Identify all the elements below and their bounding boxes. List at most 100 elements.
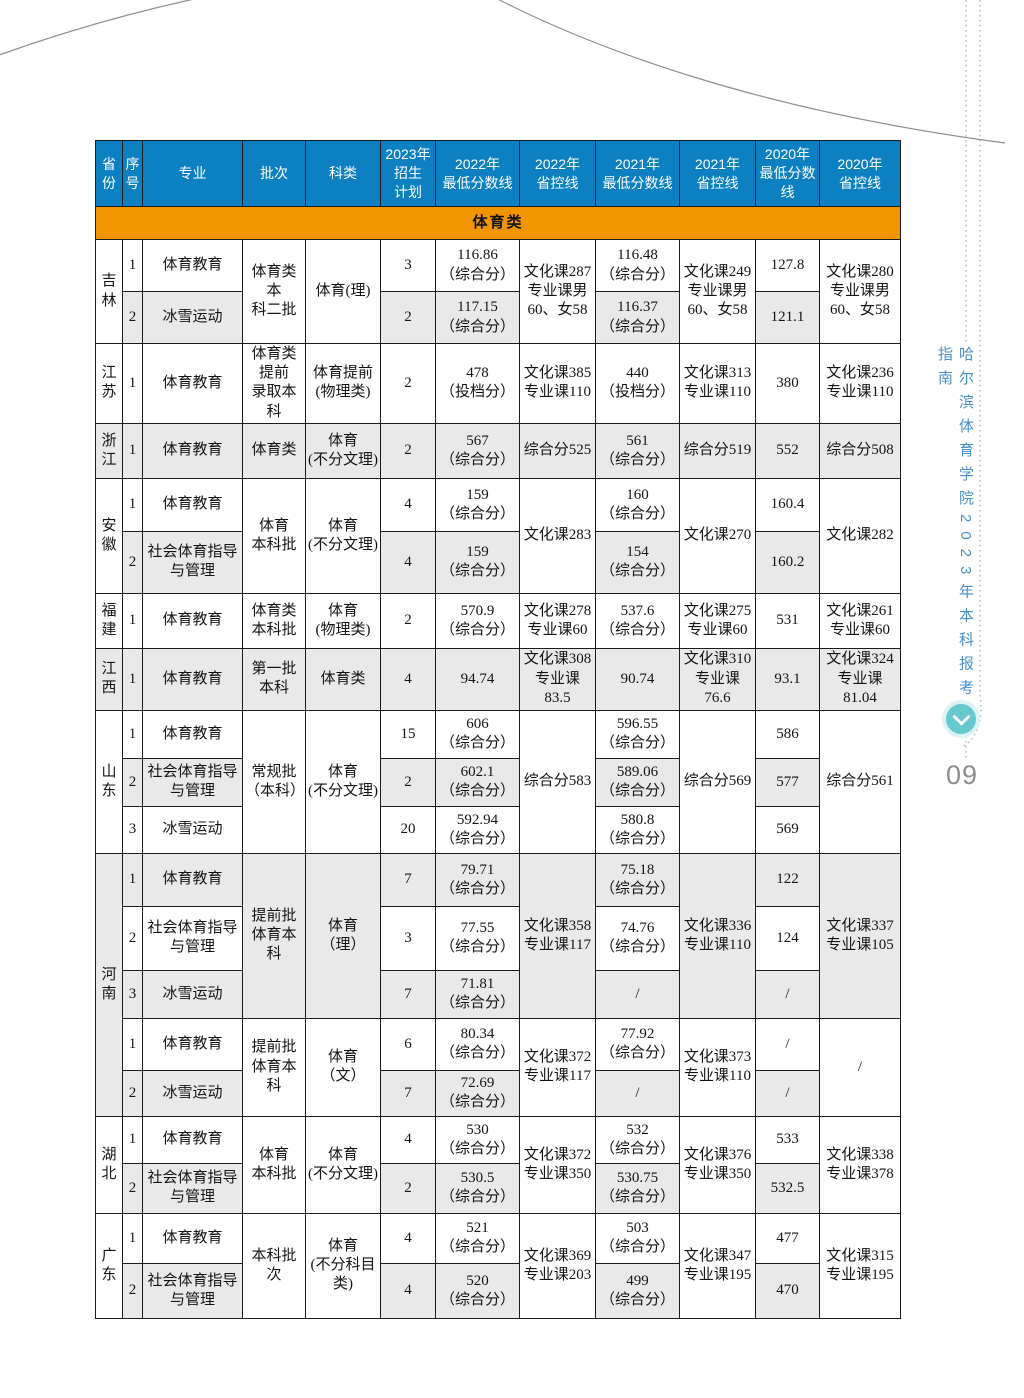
ctrl-2022-cell: 综合分525 bbox=[519, 422, 596, 479]
min-2021-cell: 75.18 （综合分） bbox=[595, 852, 680, 907]
ctrl-2022-cell: 文化课372 专业课350 bbox=[519, 1115, 596, 1214]
ctrl-2022-cell: 文化课358 专业课117 bbox=[519, 852, 596, 1019]
category-banner: 体育类 bbox=[95, 206, 901, 240]
min-2021-cell: 589.06 （综合分） bbox=[595, 757, 680, 807]
major-cell: 社会体育指导与管理 bbox=[142, 1262, 243, 1319]
min-2021-cell: 160 （综合分） bbox=[595, 477, 680, 532]
min-2020-cell: 477 bbox=[755, 1212, 820, 1264]
seq-cell: 2 bbox=[122, 1069, 143, 1117]
min-2020-cell: 127.8 bbox=[755, 239, 820, 292]
major-cell: 体育教育 bbox=[142, 422, 243, 479]
min-2021-cell: 116.37 （综合分） bbox=[595, 291, 680, 344]
min-2021-cell: 499 （综合分） bbox=[595, 1262, 680, 1319]
min-2020-cell: 121.1 bbox=[755, 291, 820, 344]
min-2022-cell: 530.5 （综合分） bbox=[435, 1162, 520, 1214]
major-cell: 冰雪运动 bbox=[142, 969, 243, 1019]
ctrl-2021-cell: 文化课249 专业课男 60、女58 bbox=[679, 239, 756, 344]
subject-cell: 体育提前 (物理类) bbox=[305, 343, 381, 424]
major-cell: 体育教育 bbox=[142, 1017, 243, 1071]
ctrl-2020-cell: 文化课282 bbox=[819, 477, 901, 594]
ctrl-2022-cell: 文化课278 专业课60 bbox=[519, 592, 596, 649]
seq-cell: 1 bbox=[122, 592, 143, 649]
min-2022-cell: 570.9 （综合分） bbox=[435, 592, 520, 649]
col-header-min-2021: 2021年 最低分数线 bbox=[595, 140, 680, 207]
seq-cell: 3 bbox=[122, 969, 143, 1019]
major-cell: 体育教育 bbox=[142, 477, 243, 532]
seq-cell: 2 bbox=[122, 1162, 143, 1214]
col-header-batch: 批次 bbox=[242, 140, 306, 207]
min-2022-cell: 72.69 （综合分） bbox=[435, 1069, 520, 1117]
col-header-province: 省 份 bbox=[95, 140, 123, 207]
table-row: 江 西 1 体育教育 第一批 本科 体育类 4 94.74 文化课308 专业课83.5 90.… bbox=[95, 647, 901, 711]
min-2020-cell: 470 bbox=[755, 1262, 820, 1319]
table-row: 1 体育教育 提前批 体育本科 体育 （文） 6 80.34 （综合分） 文化课372 专业… bbox=[96, 1017, 901, 1117]
table-row: 吉 林 1 体育教育 体育类本 科二批 体育(理) 3 116.86 （综合分） 文化课287… bbox=[95, 239, 901, 344]
table-row: 2 冰雪运动 7 72.69 （综合分） / / bbox=[96, 1069, 901, 1117]
seq-cell: 1 bbox=[122, 647, 143, 711]
col-header-ctrl-2022: 2022年 省控线 bbox=[519, 140, 596, 207]
plan-2023-cell: 6 bbox=[380, 1017, 436, 1071]
province-cell: 山 东 bbox=[95, 709, 123, 854]
table-row: 广 东 1 体育教育 本科批次 体育 (不分科目 类) 4 521 （综合分） 文化课369 … bbox=[95, 1212, 901, 1319]
min-2022-cell: 567 （综合分） bbox=[435, 422, 520, 479]
ctrl-2021-cell: 文化课313 专业课110 bbox=[679, 343, 756, 424]
province-cell: 福 建 bbox=[95, 592, 123, 649]
table-row: 2 社会体育指导与管理 3 77.55 （综合分） 74.76 （综合分） 124 bbox=[96, 905, 901, 971]
major-cell: 体育教育 bbox=[142, 239, 243, 292]
min-2020-cell: 531 bbox=[755, 592, 820, 649]
table-header: 省 份序 号专业 批次 科类 2023年 招生 计划 2022年 最低分数线 2022年 … bbox=[95, 140, 901, 207]
major-cell: 社会体育指导与管理 bbox=[142, 1162, 243, 1214]
seq-cell: 1 bbox=[122, 1212, 143, 1264]
ctrl-2021-cell: 文化课275 专业课60 bbox=[679, 592, 756, 649]
plan-2023-cell: 2 bbox=[380, 592, 436, 649]
batch-cell: 体育 本科批 bbox=[242, 477, 306, 594]
min-2020-cell: 586 bbox=[755, 709, 820, 759]
seq-cell: 2 bbox=[122, 1262, 143, 1319]
table-row: 3 冰雪运动 20 592.94 （综合分） 580.8 （综合分） 569 bbox=[96, 805, 901, 854]
sidebar-vertical-title: 哈尔滨体育学院2023年本科报考指南 bbox=[936, 346, 974, 704]
major-cell: 体育教育 bbox=[142, 647, 243, 711]
major-cell: 体育教育 bbox=[142, 1115, 243, 1164]
chevron-glyph bbox=[951, 706, 971, 726]
seq-cell: 2 bbox=[122, 757, 143, 807]
ctrl-2022-cell: 文化课372 专业课117 bbox=[519, 1017, 596, 1117]
ctrl-2021-cell: 文化课336 专业课110 bbox=[679, 852, 756, 1019]
seq-cell: 1 bbox=[122, 422, 143, 479]
min-2020-cell: 122 bbox=[755, 852, 820, 907]
min-2020-cell: 569 bbox=[755, 805, 820, 854]
table-row: 2 社会体育指导与管理 4 159 （综合分） 154 （综合分） 160.2 bbox=[96, 530, 901, 594]
plan-2023-cell: 7 bbox=[380, 969, 436, 1019]
col-header-min-2022: 2022年 最低分数线 bbox=[435, 140, 520, 207]
min-2022-cell: 478 （投档分） bbox=[435, 343, 520, 424]
ctrl-2022-cell: 文化课308 专业课83.5 bbox=[519, 647, 596, 711]
min-2021-cell: 530.75 （综合分） bbox=[595, 1162, 680, 1214]
min-2021-cell: 532 （综合分） bbox=[595, 1115, 680, 1164]
batch-cell: 体育类 bbox=[242, 422, 306, 479]
province-cell: 浙 江 bbox=[95, 422, 123, 479]
top-right-curve bbox=[498, 0, 1006, 144]
ctrl-2021-cell: 文化课270 bbox=[679, 477, 756, 594]
ctrl-2021-cell: 综合分519 bbox=[679, 422, 756, 479]
province-cell: 江 苏 bbox=[95, 343, 123, 424]
col-header-major: 专业 bbox=[142, 140, 243, 207]
min-2020-cell: / bbox=[755, 1017, 820, 1071]
admission-score-table: 省 份序 号专业 批次 科类 2023年 招生 计划 2022年 最低分数线 2022年 … bbox=[95, 140, 901, 1319]
table-body: 体育类吉 林 1 体育教育 体育类本 科二批 体育(理) 3 116.86 （综合分） 文化课… bbox=[95, 206, 901, 1319]
major-cell: 体育教育 bbox=[142, 852, 243, 907]
table-row: 2 社会体育指导与管理 4 520 （综合分） 499 （综合分） 470 bbox=[96, 1262, 901, 1319]
plan-2023-cell: 2 bbox=[380, 1162, 436, 1214]
major-cell: 冰雪运动 bbox=[142, 291, 243, 344]
ctrl-2021-cell: 综合分569 bbox=[679, 709, 756, 854]
min-2021-cell: 503 （综合分） bbox=[595, 1212, 680, 1264]
province-cell: 湖 北 bbox=[95, 1115, 123, 1214]
batch-cell: 常规批 （本科） bbox=[242, 709, 306, 854]
table-row: 3 冰雪运动 7 71.81 （综合分） / / bbox=[96, 969, 901, 1019]
min-2022-cell: 80.34 （综合分） bbox=[435, 1017, 520, 1071]
seq-cell: 2 bbox=[122, 530, 143, 594]
min-2021-cell: 154 （综合分） bbox=[595, 530, 680, 594]
chevron-down-icon bbox=[946, 704, 976, 734]
table-row: 2 社会体育指导与管理 2 602.1 （综合分） 589.06 （综合分） 577 bbox=[96, 757, 901, 807]
top-left-curve bbox=[0, 0, 193, 56]
ctrl-2022-cell: 文化课385 专业课110 bbox=[519, 343, 596, 424]
